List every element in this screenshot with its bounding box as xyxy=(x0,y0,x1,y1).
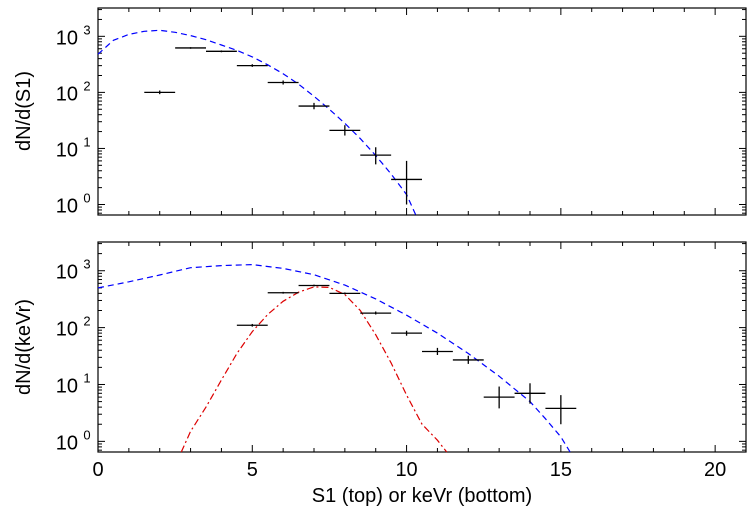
bottom-data-point-7 xyxy=(452,355,484,364)
top-data-point-3 xyxy=(236,64,268,67)
x-axis-title: S1 (top) or keVr (bottom) xyxy=(312,485,532,507)
bottom-ytick-label: 10 xyxy=(56,432,78,454)
bottom-data-point-10 xyxy=(545,395,577,425)
bottom-data-point-5 xyxy=(391,330,422,336)
bottom-ytick-label: 10 xyxy=(56,375,78,397)
top-data-point-8 xyxy=(391,160,422,205)
top-data-point-1 xyxy=(175,47,206,49)
bottom-data-point-6 xyxy=(422,347,453,355)
top-ytick-exponent: 0 xyxy=(83,191,90,206)
top-ylabel: dN/d(S1) xyxy=(13,71,35,151)
top-ytick-label: 10 xyxy=(56,196,78,218)
top-data-point-2 xyxy=(206,50,237,53)
bottom-ylabel: dN/d(keVr) xyxy=(13,299,35,395)
top-curve-1 xyxy=(97,29,417,216)
bottom-data-point-0 xyxy=(236,323,268,327)
top-data-point-4 xyxy=(267,80,299,85)
xtick-label: 10 xyxy=(395,459,417,481)
bottom-ytick-exponent: 0 xyxy=(83,427,90,442)
top-data-point-6 xyxy=(329,125,361,136)
top-ytick-label: 10 xyxy=(56,139,78,161)
bottom-ytick-exponent: 2 xyxy=(83,314,90,329)
top-data-point-7 xyxy=(360,147,392,165)
bottom-curve-2 xyxy=(180,286,448,453)
top-ytick-exponent: 1 xyxy=(83,134,90,149)
bottom-data-point-8 xyxy=(483,386,515,409)
top-ytick-exponent: 2 xyxy=(83,78,90,93)
bottom-ytick-label: 10 xyxy=(56,262,78,284)
top-ytick-label: 10 xyxy=(56,27,78,49)
top-data-point-0 xyxy=(144,90,176,95)
bottom-data-point-1 xyxy=(267,291,299,294)
curves-layer xyxy=(97,29,571,453)
bottom-curve-1 xyxy=(97,263,571,453)
points-layer xyxy=(144,47,577,425)
bottom-data-point-3 xyxy=(329,292,361,295)
top-ytick-exponent: 3 xyxy=(83,22,90,37)
top-ytick-label: 10 xyxy=(56,83,78,105)
bottom-data-point-2 xyxy=(298,284,330,287)
bottom-data-point-9 xyxy=(514,383,546,404)
bottom-data-point-4 xyxy=(360,311,392,315)
xtick-label: 5 xyxy=(247,459,258,481)
top-panel-frame xyxy=(97,7,747,216)
bottom-ytick-exponent: 3 xyxy=(83,257,90,272)
top-data-point-5 xyxy=(298,102,330,110)
bottom-ytick-label: 10 xyxy=(56,319,78,341)
bottom-ytick-exponent: 1 xyxy=(83,370,90,385)
xtick-label: 20 xyxy=(704,459,726,481)
ticks-layer: 10 0 10 1 10 2 10 3 10 0 10 1 10 2 10 3 0 5 10 15 20 xyxy=(56,8,747,481)
bottom-panel-frame xyxy=(97,241,747,453)
xtick-label: 15 xyxy=(550,459,572,481)
xtick-label: 0 xyxy=(92,459,103,481)
